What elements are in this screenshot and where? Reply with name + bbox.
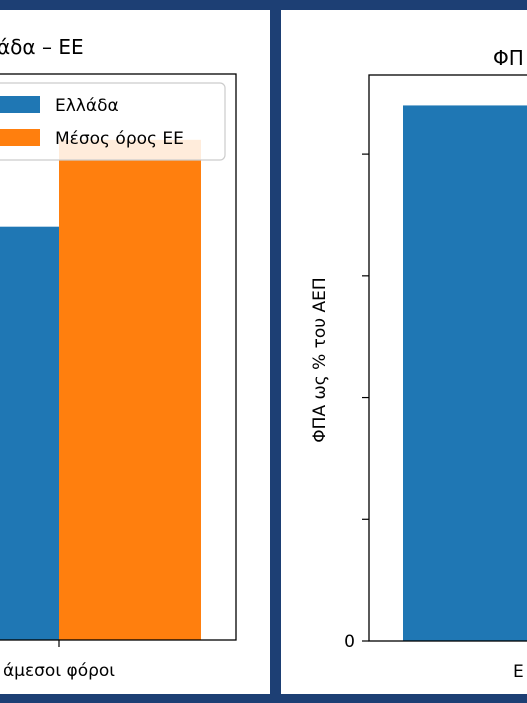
right-plot-frame [368,74,527,642]
right-y-tick-label: 0 [344,632,355,652]
right-x-tick-label: Ε [513,662,524,682]
legend-swatch-eu-average [0,129,40,146]
legend-label-greece: Ελλάδα [55,96,119,116]
bar-vat-greece [403,105,527,641]
left-bars-group [0,139,201,641]
left-legend: Ελλάδα Μέσος όρος ΕΕ [0,82,226,161]
legend-swatch-greece [0,96,40,113]
left-x-tick-label: άμεσοι φόροι [3,661,115,681]
right-y-axis: 0 [344,153,369,652]
right-chart: ΦΠ 0 ΦΠΑ ως % του ΑΕΠ Ε [310,46,527,682]
left-chart: άδα – ΕΕ άμεσοι φόροι Ελλάδα Μέσος όρος … [0,35,237,681]
left-chart-title: άδα – ΕΕ [0,35,84,59]
right-chart-title: ΦΠ [493,46,524,70]
right-y-axis-label: ΦΠΑ ως % του ΑΕΠ [310,277,330,442]
legend-label-eu-average: Μέσος όρος ΕΕ [55,129,184,149]
bar-eu-average [59,139,201,640]
left-plot-frame [0,73,237,641]
left-chart-panel: άδα – ΕΕ άμεσοι φόροι Ελλάδα Μέσος όρος … [0,10,270,694]
left-legend-box [0,82,226,161]
right-chart-panel: ΦΠ 0 ΦΠΑ ως % του ΑΕΠ Ε [281,10,527,694]
right-bars-group [403,105,527,641]
bar-greece [0,226,59,641]
